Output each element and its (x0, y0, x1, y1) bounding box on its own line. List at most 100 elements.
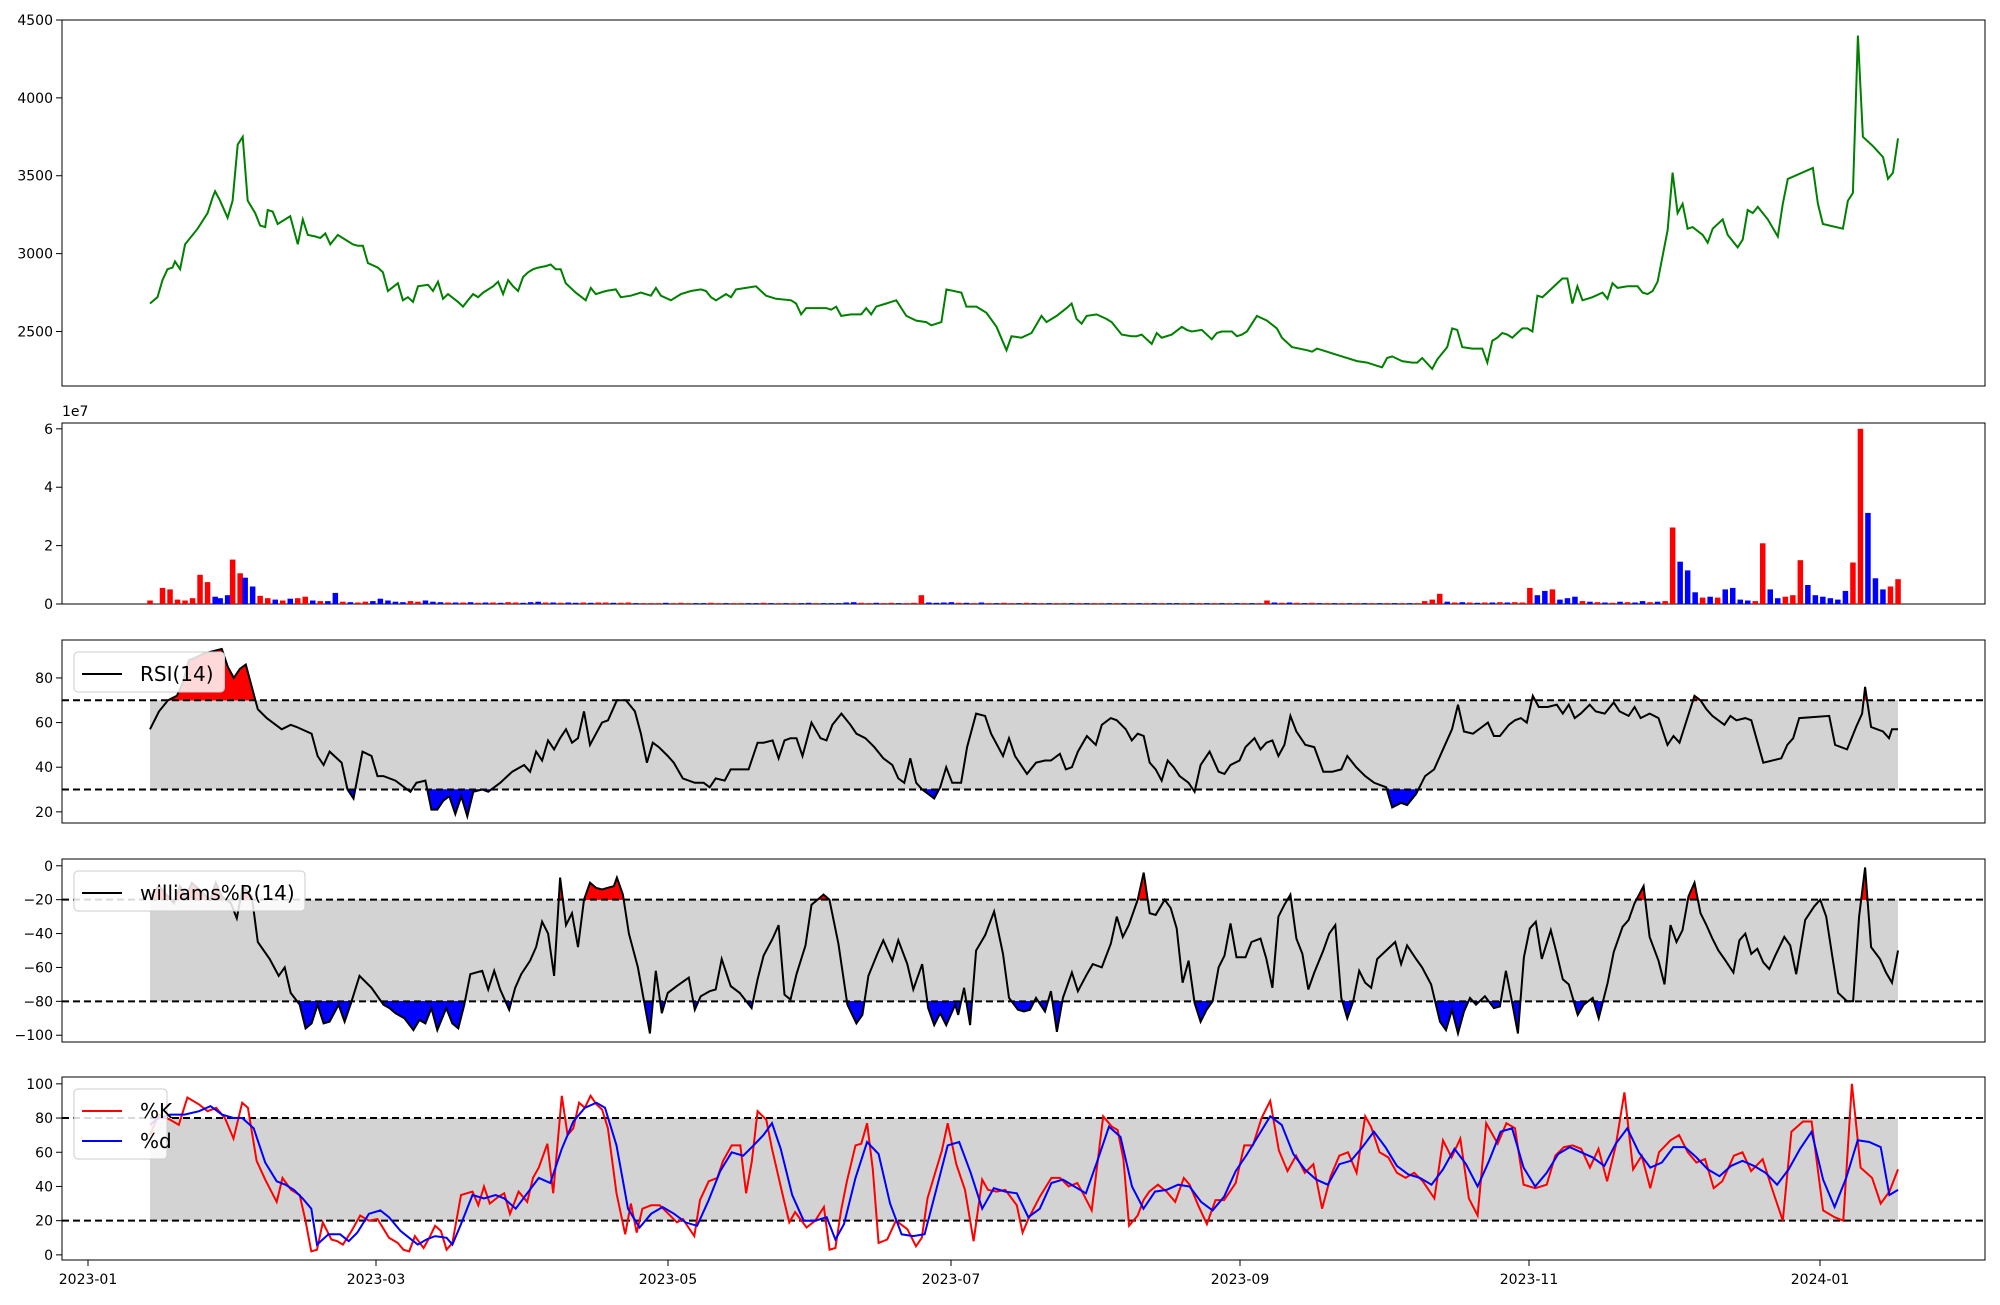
volume-bar (1790, 595, 1796, 604)
volume-bar (468, 602, 474, 604)
volume-bar (378, 599, 384, 604)
price-line (150, 36, 1898, 369)
volume-bar (581, 603, 587, 605)
volume-bar (1407, 603, 1413, 604)
x-tick-label: 2023-05 (639, 1272, 698, 1288)
volume-bar (686, 603, 692, 604)
volume-bar (340, 602, 346, 604)
volume-bar (1309, 603, 1315, 604)
volume-bar (1655, 602, 1661, 604)
volume-bar (288, 599, 294, 604)
oversold-fill (324, 1001, 330, 1023)
volume-bar (197, 575, 203, 604)
y-tick-label-0: 4000 (17, 91, 53, 107)
volume-bar (1798, 560, 1804, 604)
volume-bar (723, 603, 729, 604)
y-tick-label-2: 40 (35, 760, 53, 776)
volume-bar (348, 602, 354, 604)
oversold-fill (431, 790, 437, 810)
volume-bar (671, 603, 677, 604)
volume-bar (746, 603, 752, 604)
volume-bar (1692, 592, 1698, 604)
volume-bar (716, 603, 722, 604)
volume-bar (242, 578, 248, 604)
volume-bar (385, 601, 391, 605)
volume-bar (1039, 603, 1045, 604)
volume-bar (1347, 603, 1353, 604)
volume-bar (1843, 591, 1849, 604)
volume-bar (498, 603, 504, 604)
volume-bar (1302, 603, 1308, 604)
volume-bar (1069, 603, 1075, 604)
volume-bar (1595, 602, 1601, 604)
volume-bar (934, 603, 940, 604)
volume-bar (280, 601, 286, 605)
volume-bar (1520, 603, 1526, 605)
volume-bar (1535, 595, 1541, 604)
volume-bar (663, 603, 669, 604)
volume-bar (1264, 601, 1270, 605)
y-tick-label-3: −80 (23, 994, 53, 1010)
volume-bar (550, 603, 556, 605)
volume-bar (535, 602, 541, 604)
legend-label: %d (140, 1129, 172, 1153)
volume-bar (611, 603, 617, 604)
volume-bar (798, 603, 804, 604)
volume-bar (1835, 600, 1841, 604)
volume-bar (1272, 603, 1278, 605)
volume-bar (1339, 603, 1345, 604)
volume-bar (475, 603, 481, 604)
volume-bar (1490, 603, 1496, 605)
volume-bar (753, 603, 759, 604)
volume-bar (1783, 597, 1789, 604)
volume-bar (1557, 600, 1563, 604)
volume-bar (941, 603, 947, 605)
volume-bar (633, 603, 639, 604)
volume-bar (566, 603, 572, 605)
y-tick-label-4: 20 (35, 1214, 53, 1230)
y-tick-label-4: 60 (35, 1145, 53, 1161)
volume-bar (986, 603, 992, 604)
volume-bar (438, 602, 444, 604)
volume-bar (1768, 589, 1774, 604)
volume-bar (731, 603, 737, 604)
volume-bar (1046, 603, 1052, 604)
volume-bar (1580, 601, 1586, 604)
volume-bar (1016, 603, 1022, 604)
volume-bar (528, 602, 534, 604)
volume-bar (911, 603, 917, 604)
y-tick-label-3: 0 (44, 859, 53, 875)
volume-bar (1279, 603, 1285, 604)
volume-bar (1167, 603, 1173, 604)
volume-bar (237, 573, 243, 604)
volume-bar (1738, 600, 1744, 604)
volume-bar (1475, 603, 1481, 604)
volume-bar (1414, 603, 1420, 604)
volume-bar (1197, 603, 1203, 604)
volume-bar (678, 603, 684, 604)
volume-bar (1076, 603, 1082, 604)
y-tick-label-4: 0 (44, 1248, 53, 1264)
volume-bar (310, 601, 316, 605)
volume-bar (1384, 603, 1390, 604)
volume-bar (1587, 602, 1593, 604)
y-tick-label-4: 100 (26, 1077, 53, 1093)
volume-bar (1219, 603, 1225, 604)
volume-bar (1753, 601, 1759, 604)
y-tick-label-1: 2 (44, 539, 53, 555)
volume-bar (1505, 603, 1511, 605)
volume-bar (1617, 602, 1623, 604)
volume-bar (641, 603, 647, 604)
volume-bar (1467, 603, 1473, 605)
volume-bar (453, 603, 459, 605)
volume-bar (1460, 602, 1466, 604)
volume-bar (1099, 603, 1105, 604)
volume-bar (1873, 578, 1879, 604)
volume-bar (979, 603, 985, 605)
volume-bar (303, 597, 309, 604)
volume-bar (1602, 603, 1608, 605)
volume-bar (1707, 597, 1713, 604)
volume-bar (1700, 598, 1706, 604)
y-tick-label-3: −100 (15, 1028, 53, 1044)
volume-bar (1858, 429, 1864, 604)
